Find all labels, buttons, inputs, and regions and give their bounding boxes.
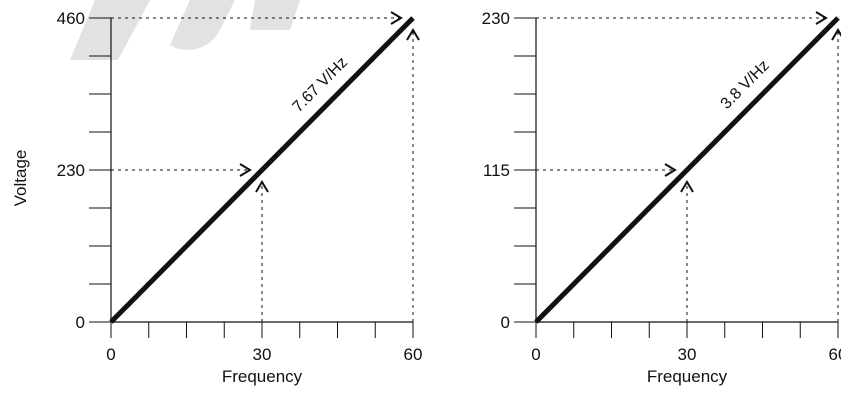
right-arrowhead [239,163,252,177]
right-arrowhead [390,11,403,25]
y-tick-label: 460 [57,9,85,28]
watermark-stroke [250,0,300,30]
right-chart: 0 115 230 0 30 60 Frequency 3.8 V/Hz [482,9,841,386]
slope-label: 3.8 V/Hz [718,57,773,113]
up-arrowhead [680,180,694,193]
right-arrowhead [815,11,828,25]
x-tick-label: 60 [829,345,841,364]
x-tick-label: 30 [678,345,697,364]
x-tick-label: 0 [106,345,115,364]
slope-label: 7.67 V/Hz [289,54,351,116]
x-tick-label: 60 [404,345,423,364]
x-axis-label: Frequency [647,367,728,386]
right-arrowhead [664,163,677,177]
y-tick-label: 230 [482,9,510,28]
up-arrowhead [255,180,269,193]
y-tick-label: 115 [483,161,510,180]
x-axis-label: Frequency [222,367,303,386]
y-tick-label: 0 [76,313,85,332]
y-tick-label: 0 [501,313,510,332]
y-tick-label: 230 [57,161,85,180]
series-line [534,16,840,324]
up-arrowhead [406,28,420,41]
watermark-stroke [170,0,235,50]
y-axis-label: Voltage [11,150,30,207]
watermark-stroke [70,0,150,60]
watermark-shape [70,0,300,60]
x-tick-label: 30 [253,345,272,364]
left-chart: 0 230 460 0 30 60 Frequency Voltage 7.67 V/Hz [11,9,422,386]
x-tick-label: 0 [531,345,540,364]
up-arrowhead [831,28,841,41]
series-line [109,16,415,324]
